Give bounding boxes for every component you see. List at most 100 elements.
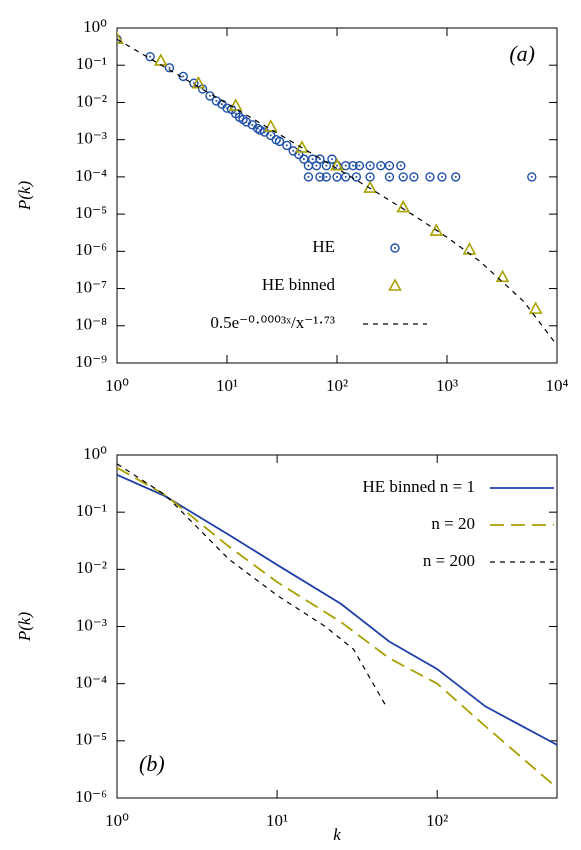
point bbox=[495, 269, 510, 283]
point-dot bbox=[269, 134, 272, 137]
point-dot bbox=[379, 164, 382, 167]
point-dot bbox=[220, 103, 223, 106]
x-tick-label: 10¹ bbox=[266, 811, 288, 830]
point bbox=[528, 301, 543, 314]
point-dot bbox=[245, 120, 248, 123]
point bbox=[354, 160, 365, 171]
y-tick-label: 10⁻² bbox=[76, 558, 107, 577]
point bbox=[384, 172, 395, 182]
point-ring bbox=[321, 172, 332, 182]
point bbox=[348, 160, 358, 171]
point-dot bbox=[344, 164, 347, 167]
point-ring bbox=[164, 63, 175, 73]
point bbox=[327, 154, 337, 164]
point bbox=[396, 199, 411, 213]
point-ring bbox=[354, 160, 365, 171]
point-dot bbox=[307, 175, 310, 178]
point-dot bbox=[325, 175, 328, 178]
point bbox=[263, 119, 278, 132]
point-ring bbox=[376, 160, 386, 171]
point-dot bbox=[278, 140, 281, 143]
point-dot bbox=[251, 123, 254, 126]
point-ring bbox=[451, 172, 461, 182]
point-dot bbox=[215, 99, 218, 102]
point-dot bbox=[318, 158, 321, 161]
point-dot bbox=[454, 175, 457, 178]
point-ring bbox=[348, 160, 358, 171]
y-axis-label: P(k) bbox=[15, 612, 34, 643]
x-tick-label: 10⁰ bbox=[105, 376, 129, 395]
point bbox=[274, 136, 285, 147]
plot-area bbox=[117, 31, 557, 346]
point-dot bbox=[412, 175, 415, 178]
point-ring bbox=[351, 172, 362, 182]
y-tick-label: 10⁰ bbox=[83, 17, 107, 36]
point-ring bbox=[437, 172, 447, 182]
x-tick-label: 10³ bbox=[436, 376, 458, 395]
point bbox=[451, 172, 461, 182]
x-tick-label: 10² bbox=[326, 376, 348, 395]
point bbox=[341, 172, 351, 182]
legend-label: HE binned bbox=[262, 275, 336, 294]
point-ring bbox=[527, 172, 537, 182]
point bbox=[178, 71, 188, 82]
legend-marker bbox=[388, 278, 402, 291]
point-dot bbox=[149, 55, 152, 58]
point bbox=[266, 130, 276, 141]
y-tick-label: 10⁻¹ bbox=[76, 501, 107, 520]
point-ring bbox=[332, 172, 342, 182]
point-dot bbox=[355, 175, 358, 178]
point bbox=[409, 172, 419, 182]
point-dot bbox=[330, 158, 333, 161]
point-ring bbox=[398, 172, 408, 182]
panel-label: (a) bbox=[509, 41, 535, 66]
point-dot bbox=[201, 87, 204, 90]
point bbox=[321, 172, 332, 182]
point-dot bbox=[336, 164, 338, 167]
point bbox=[117, 31, 124, 45]
y-tick-label: 10⁻² bbox=[76, 91, 107, 110]
point-ring bbox=[294, 149, 304, 160]
y-tick-label: 10⁰ bbox=[83, 444, 107, 463]
point-ring bbox=[425, 172, 435, 182]
point bbox=[228, 98, 243, 111]
legend-label: 0.5e⁻⁰·⁰⁰⁰³ˣ/x⁻¹·⁷³ bbox=[210, 313, 335, 332]
point bbox=[332, 172, 342, 182]
point-ring bbox=[274, 136, 285, 147]
point-ring bbox=[390, 243, 400, 253]
y-tick-label: 10⁻⁶ bbox=[75, 787, 107, 806]
point-dot bbox=[285, 144, 288, 147]
point bbox=[398, 172, 408, 182]
point-dot bbox=[369, 175, 372, 178]
point-dot bbox=[440, 175, 443, 178]
point bbox=[384, 160, 395, 171]
point-dot bbox=[399, 164, 402, 167]
plot-frame bbox=[116, 27, 558, 364]
point-ring bbox=[315, 154, 325, 164]
point-dot bbox=[307, 164, 310, 167]
y-tick-label: 10⁻⁴ bbox=[75, 166, 107, 185]
y-axis-label: P(k) bbox=[15, 181, 34, 212]
point-ring bbox=[396, 160, 406, 171]
series-line bbox=[117, 463, 387, 707]
point-dot bbox=[428, 175, 431, 178]
point bbox=[299, 154, 309, 164]
y-tick-label: 10⁻⁵ bbox=[75, 730, 107, 749]
point-dot bbox=[325, 164, 328, 167]
series-line bbox=[117, 38, 557, 346]
point-ring bbox=[315, 172, 325, 182]
y-tick-label: 10⁻⁷ bbox=[75, 277, 107, 296]
point bbox=[315, 154, 325, 164]
point bbox=[437, 172, 447, 182]
point-ring bbox=[178, 71, 188, 82]
y-tick-label: 10⁻³ bbox=[76, 615, 107, 634]
legend-label: HE binned n = 1 bbox=[362, 477, 475, 496]
point-dot bbox=[292, 149, 295, 152]
point-dot bbox=[358, 164, 361, 167]
point-ring bbox=[365, 160, 375, 171]
x-tick-label: 10⁰ bbox=[105, 811, 129, 830]
point bbox=[425, 172, 435, 182]
point bbox=[153, 53, 168, 66]
x-tick-label: 10¹ bbox=[216, 376, 238, 395]
